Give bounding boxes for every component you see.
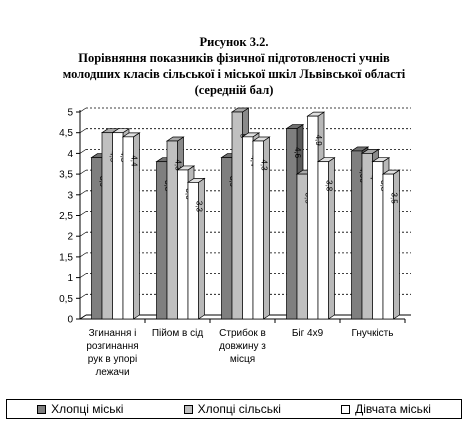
bar [122,136,134,320]
bar [317,161,329,320]
data-label: 4,3 [259,159,268,171]
gridline-side [79,231,87,237]
x-category-label: розгинання [86,341,138,352]
floor-edge [79,314,87,320]
data-label: 3,3 [194,201,203,213]
bar [187,182,199,320]
bar [307,115,319,320]
legend-item: Хлопці сільські [183,402,281,416]
y-tick-label: 3 [67,190,73,201]
bar [231,111,243,320]
x-category-label: Згинання і [89,328,137,339]
y-tick-label: 1,5 [59,252,73,263]
legend-label: Хлопці сільські [197,402,281,416]
x-category-label: місця [230,354,255,365]
bar-side [198,177,205,320]
x-category-label: довжину з [219,341,266,352]
figure-number: Рисунок 3.2. [199,35,269,49]
gridline-side [79,273,87,278]
data-label: 4,6 [293,147,302,159]
gridline-side [79,149,87,154]
data-label: 3,8 [324,180,333,192]
data-label: 4,9 [314,135,323,147]
gridline-side [79,252,87,258]
bar [252,140,264,320]
gridline-side [79,294,87,299]
x-category-label: Пійом в сід [152,328,204,339]
y-tick-label: 4,5 [59,128,73,139]
x-category-label: Стрибок в [219,327,266,339]
y-tick-label: 0,5 [59,294,73,305]
data-label: 3,5 [389,193,398,205]
legend-item: Дівчата міські [341,402,431,416]
chart-title-line-1: Порівняння показників фізичної підготовл… [78,51,390,65]
chart-title-line-3: (середній бал) [194,83,274,97]
x-category-label: Біг 4х9 [292,328,324,339]
gridline-side [79,107,87,113]
x-category-label: Гнучкість [352,328,394,339]
legend: Хлопці міські Хлопці сільські Дівчата місь… [6,399,462,419]
y-tick-label: 1 [67,273,73,284]
legend-swatch [341,404,351,414]
y-tick-label: 5 [67,108,73,119]
y-tick-label: 2 [67,232,73,243]
y-tick-label: 4 [67,149,73,160]
bar-chart: 00,511,522,533,544,553,94,54,54,4Згинанн… [59,107,411,378]
bar [382,173,394,320]
chart-title-line-2: молодших класів сільської і міської шкіл… [62,67,406,81]
data-label: 4,3 [173,159,182,171]
legend-label: Дівчата міські [355,402,431,416]
data-label: 4,4 [129,155,138,167]
y-tick-label: 0 [67,315,73,326]
legend-label: Хлопці міські [51,402,124,416]
gridline-side [79,169,87,175]
y-tick-label: 3,5 [59,170,73,181]
gridline-side [79,190,87,196]
x-category-label: рук в упорі [88,354,137,365]
legend-swatch [37,404,47,414]
legend-swatch [183,404,193,414]
gridline-side [79,211,87,216]
y-tick-label: 2,5 [59,211,73,222]
gridline-side [79,128,87,133]
legend-item: Хлопці міські [37,402,123,416]
chart-title-block: Рисунок 3.2. Порівняння показників фізич… [0,34,468,98]
x-category-label: лежачи [95,367,129,378]
